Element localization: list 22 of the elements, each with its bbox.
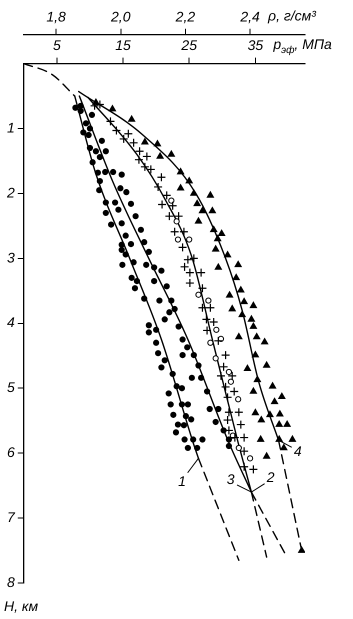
series-label: 3 <box>226 470 235 487</box>
x2-tick-label: 1,8 <box>46 8 66 24</box>
y-tick-label: 7 <box>6 508 16 525</box>
y-tick-label: 2 <box>6 184 15 200</box>
y-tick-label: 1 <box>6 119 15 136</box>
y-tick-label: 4 <box>6 314 15 330</box>
x2-tick-label: 2,2 <box>174 8 196 24</box>
x2-axis-title: ρ, г/см³ <box>267 7 316 24</box>
series-label: 2 <box>266 468 275 485</box>
x-tick-label: 5 <box>52 37 61 54</box>
x-tick-label: 35 <box>248 37 264 54</box>
y-tick-label: 3 <box>6 249 15 266</box>
y-tick-label: 6 <box>6 444 15 460</box>
x-tick-label: 25 <box>180 37 198 54</box>
y-axis-title: H, км <box>4 598 38 614</box>
y-tick-label: 5 <box>6 379 15 396</box>
x-tick-label: 15 <box>115 37 132 54</box>
x2-tick-label: 2,4 <box>239 8 260 24</box>
legend-label: 4 <box>294 443 302 460</box>
y-tick-label: 8 <box>6 574 15 590</box>
x2-tick-label: 2,0 <box>110 8 131 24</box>
legend-label: 1 <box>178 473 186 490</box>
